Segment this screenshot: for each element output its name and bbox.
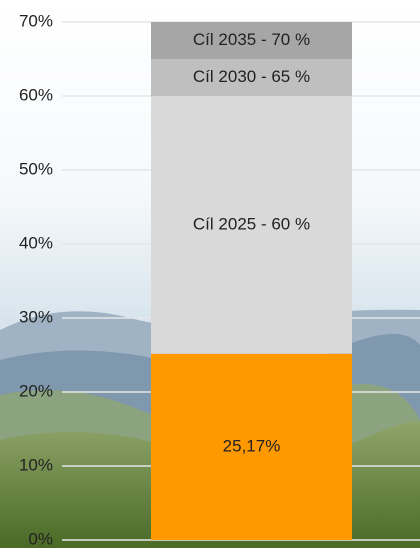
y-tick-label: 30%: [19, 307, 53, 326]
chart: 0% 10% 20% 30% 40% 50% 60% 70% 25,17% Cíl 2025 - …: [0, 0, 420, 548]
y-tick-label: 60%: [19, 85, 53, 104]
segment-label: Cíl 2030 - 65 %: [193, 67, 310, 86]
y-tick-label: 50%: [19, 159, 53, 178]
y-tick-label: 40%: [19, 233, 53, 252]
segment-label: Cíl 2035 - 70 %: [193, 30, 310, 49]
y-tick-label: 70%: [19, 11, 53, 30]
y-tick-label: 20%: [19, 381, 53, 400]
y-tick-label: 0%: [28, 529, 53, 548]
y-tick-label: 10%: [19, 455, 53, 474]
data-label: 25,17%: [223, 436, 281, 455]
segment-label: Cíl 2025 - 60 %: [193, 214, 310, 233]
